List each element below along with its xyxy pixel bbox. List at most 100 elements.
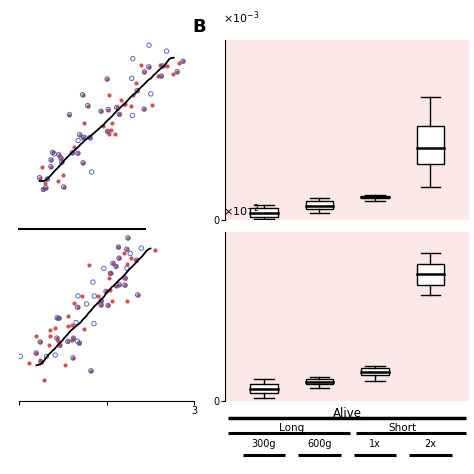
Point [59, 171, 67, 179]
Point [154, 210, 161, 218]
Point [72, 319, 80, 326]
Point [47, 163, 55, 170]
Point [69, 149, 76, 156]
Bar [417, 126, 444, 164]
Point [97, 108, 105, 115]
Point [128, 102, 135, 109]
Text: 1x: 1x [369, 439, 381, 449]
Point [80, 134, 87, 141]
Point [104, 128, 111, 135]
Point [79, 91, 86, 99]
Point [56, 342, 64, 349]
Point [55, 314, 63, 322]
Point [69, 354, 77, 362]
Point [36, 356, 43, 364]
Point [116, 281, 123, 288]
Point [80, 119, 88, 127]
Point [140, 105, 148, 113]
Point [147, 90, 155, 98]
Point [74, 303, 82, 311]
Point [121, 281, 129, 289]
Point [112, 263, 120, 270]
Point [133, 87, 141, 94]
Text: Long: Long [279, 422, 304, 433]
Point [121, 281, 129, 289]
Point [56, 342, 64, 349]
Point [97, 108, 105, 115]
Point [25, 359, 33, 367]
Point [113, 282, 120, 290]
Point [98, 297, 105, 305]
Point [137, 62, 145, 69]
Point [155, 72, 162, 79]
Bar [250, 384, 278, 393]
Point [128, 74, 136, 82]
Point [127, 254, 135, 262]
Bar [250, 208, 278, 217]
Point [66, 111, 73, 118]
Point [50, 150, 58, 158]
Point [173, 68, 181, 75]
Point [146, 41, 153, 49]
Bar [361, 368, 389, 375]
Point [109, 259, 117, 267]
Text: 2x: 2x [424, 439, 437, 449]
Point [46, 332, 54, 340]
Point [68, 321, 76, 329]
Point [108, 119, 116, 127]
Point [134, 291, 141, 299]
Point [82, 300, 90, 308]
Point [107, 270, 114, 277]
Point [61, 362, 69, 369]
Point [58, 158, 65, 166]
Point [82, 134, 89, 142]
Point [69, 149, 76, 156]
Point [54, 314, 61, 321]
Point [36, 338, 44, 346]
Point [58, 158, 65, 166]
Point [36, 338, 44, 346]
Point [113, 282, 120, 290]
Point [47, 156, 55, 164]
Point [116, 110, 123, 118]
Point [115, 255, 123, 262]
Point [102, 288, 110, 295]
Point [44, 175, 51, 182]
Point [141, 68, 148, 75]
Text: $\Delta P^*$: $\Delta P^*$ [156, 307, 186, 326]
Point [85, 261, 92, 268]
Point [104, 301, 112, 309]
Point [71, 299, 78, 307]
Point [76, 339, 83, 347]
Point [36, 174, 43, 182]
Point [159, 62, 167, 70]
Point [79, 159, 87, 166]
Point [55, 177, 62, 185]
Point [106, 286, 114, 293]
Point [43, 353, 50, 360]
Point [141, 68, 148, 75]
Point [159, 62, 167, 70]
Point [111, 130, 119, 137]
Point [116, 281, 123, 288]
Point [104, 106, 112, 113]
Point [42, 184, 50, 191]
Point [129, 55, 137, 63]
Point [123, 260, 131, 268]
Point [90, 320, 98, 328]
Bar [306, 201, 333, 209]
Point [134, 291, 141, 299]
Point [49, 148, 56, 156]
Point [166, 29, 173, 36]
Point [60, 183, 67, 191]
Point [105, 130, 113, 138]
Point [49, 148, 56, 156]
Point [124, 234, 132, 242]
Text: Alive: Alive [333, 407, 362, 420]
Point [74, 149, 82, 157]
Point [84, 102, 91, 109]
Point [109, 259, 117, 267]
Point [104, 128, 111, 135]
Point [107, 270, 114, 277]
Point [115, 243, 122, 251]
